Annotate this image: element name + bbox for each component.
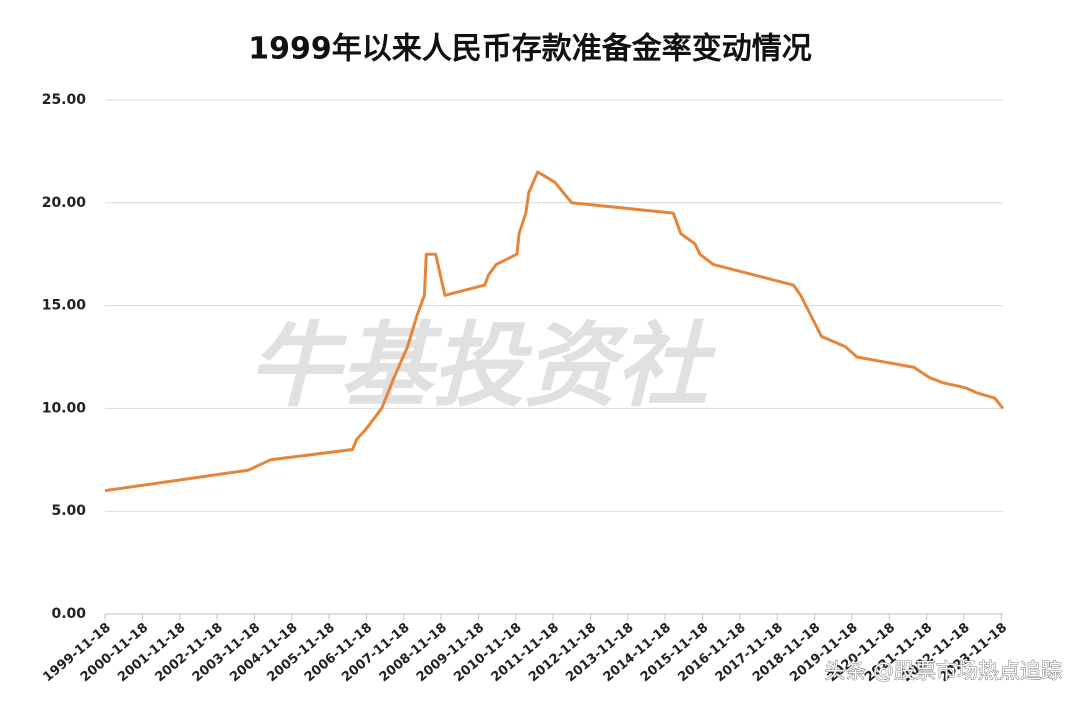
y-tick-label: 15.00: [42, 298, 87, 314]
source-watermark: 头条 @股票市场热点追踪: [824, 659, 1062, 683]
y-tick-label: 5.00: [51, 503, 86, 519]
watermark: 牛基投资社: [248, 312, 717, 419]
y-tick-label: 0.00: [51, 606, 86, 622]
data-line: [104, 170, 1005, 493]
y-tick-label: 10.00: [42, 400, 87, 416]
y-tick-label: 25.00: [42, 92, 87, 108]
y-tick-label: 20.00: [42, 195, 87, 211]
chart-title: 1999年以来人民币存款准备金率变动情况: [248, 32, 812, 67]
